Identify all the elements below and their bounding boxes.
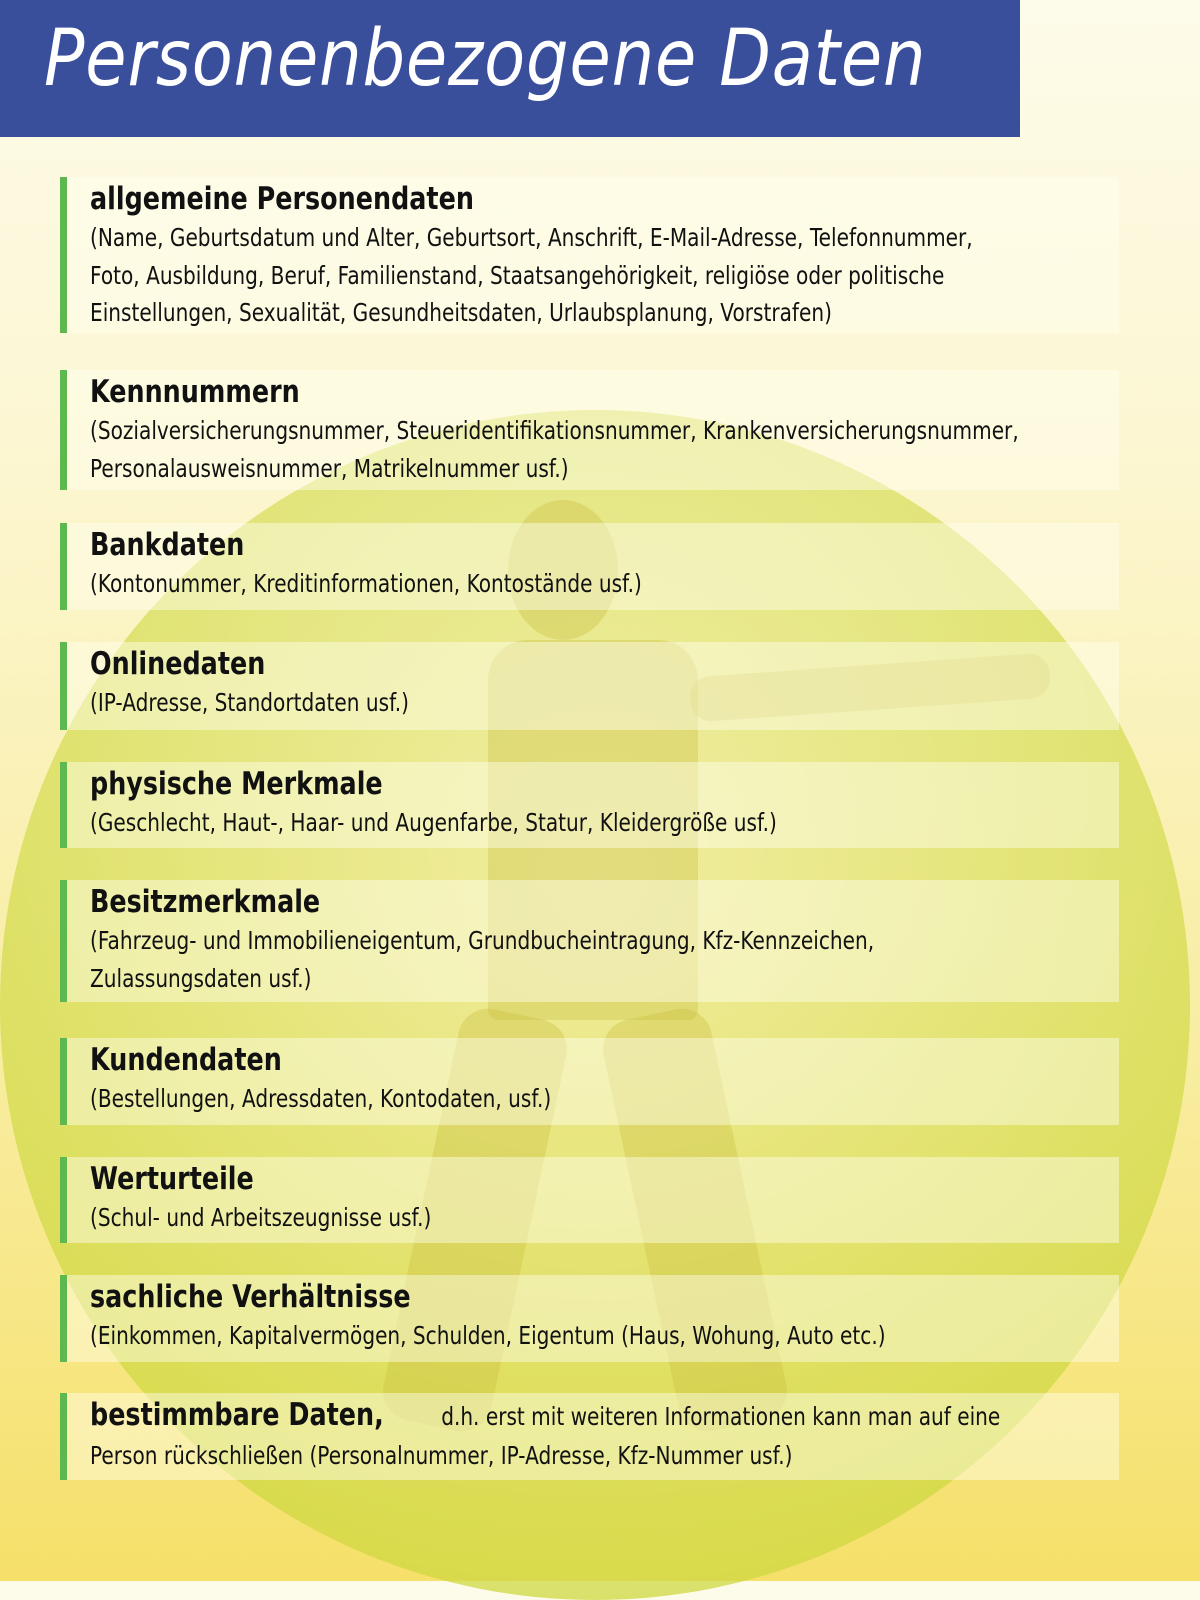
section-text: Personalausweisnummer, Matrikelnummer us… [90,453,569,483]
section-bestimmbare-daten: bestimmbare Daten, d.h. erst mit weiteren… [60,1393,1119,1480]
section-text: (Bestellungen, Adressdaten, Kontodaten, … [90,1084,552,1113]
section-werturteile: Werturteile (Schul- und Arbeitszeugnisse… [60,1157,1119,1243]
section-physische-merkmale: physische Merkmale (Geschlecht, Haut-, H… [60,762,1119,848]
section-onlinedaten: Onlinedaten (IP-Adresse, Standortdaten u… [60,642,1119,730]
section-heading: Besitzmerkmale [90,884,321,920]
section-text: (IP-Adresse, Standortdaten usf.) [90,688,409,717]
section-text: (Geschlecht, Haut-, Haar- und Augenfarbe… [90,808,777,837]
section-heading: Werturteile [90,1161,254,1197]
section-text: (Schul- und Arbeitszeugnisse usf.) [90,1203,432,1232]
section-kundendaten: Kundendaten (Bestellungen, Adressdaten, … [60,1038,1119,1125]
section-text: (Name, Geburtsdatum und Alter, Geburtsor… [90,223,973,252]
section-text: (Fahrzeug- und Immobilieneigentum, Grund… [90,926,875,955]
section-text: (Kontonummer, Kreditinformationen, Konto… [90,569,642,598]
background-circle [0,410,1190,1600]
section-heading: bestimmbare Daten, [90,1397,384,1433]
section-text: Einstellungen, Sexualität, Gesundheitsda… [90,298,832,327]
section-heading: Bankdaten [90,527,245,563]
section-heading: Onlinedaten [90,646,266,682]
section-inline-text: d.h. erst mit weiteren Informationen kan… [441,1402,1001,1431]
section-text: Foto, Ausbildung, Beruf, Familienstand, … [90,260,945,290]
section-text: (Einkommen, Kapitalvermögen, Schulden, E… [90,1321,886,1350]
section-heading: allgemeine Personendaten [90,181,474,217]
header-banner: Personenbezogene Daten [0,0,1020,137]
section-allgemeine-personendaten: allgemeine Personendaten (Name, Geburtsd… [60,177,1119,333]
section-heading: sachliche Verhältnisse [90,1279,411,1315]
section-besitzmerkmale: Besitzmerkmale (Fahrzeug- und Immobilien… [60,880,1119,1002]
section-text: Person rückschließen (Personalnummer, IP… [90,1441,793,1470]
section-text: Zulassungsdaten usf.) [90,963,312,993]
section-heading: physische Merkmale [90,766,383,802]
page-title: Personenbezogene Daten [44,14,927,104]
section-text: (Sozialversicherungsnummer, Steueridenti… [90,416,1019,445]
section-heading: Kennnummern [90,374,300,410]
section-heading: Kundendaten [90,1042,282,1078]
section-kennnummern: Kennnummern (Sozialversicherungsnummer, … [60,370,1119,490]
section-sachliche-verhaeltnisse: sachliche Verhältnisse (Einkommen, Kapit… [60,1275,1119,1362]
section-bankdaten: Bankdaten (Kontonummer, Kreditinformatio… [60,523,1119,610]
